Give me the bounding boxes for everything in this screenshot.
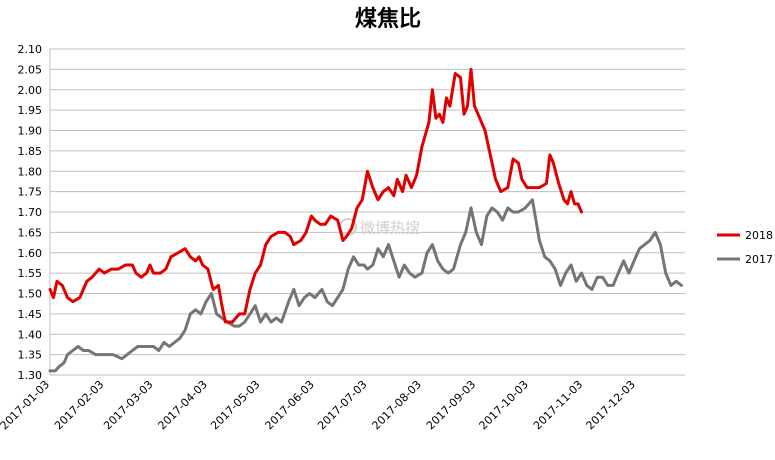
x-tick-label: 2017-04-03 bbox=[156, 378, 210, 432]
series-line-2017 bbox=[48, 198, 683, 373]
y-tick-label: 1.70 bbox=[18, 206, 43, 219]
legend: 2018 2017 bbox=[717, 229, 773, 266]
x-tick-label: 2017-11-03 bbox=[531, 378, 585, 432]
series-lines bbox=[48, 67, 683, 373]
x-tick-label: 2017-05-03 bbox=[208, 378, 262, 432]
x-tick-label: 2017-01-03 bbox=[0, 378, 52, 432]
y-tick-label: 1.75 bbox=[18, 186, 43, 199]
y-tick-label: 1.65 bbox=[18, 226, 43, 239]
gridlines bbox=[50, 48, 685, 376]
x-tick-label: 2017-10-03 bbox=[477, 378, 531, 432]
y-tick-label: 1.95 bbox=[18, 104, 43, 117]
y-tick-label: 1.35 bbox=[18, 349, 43, 362]
watermark-text: 微博热搜 bbox=[360, 219, 420, 237]
y-tick-label: 1.90 bbox=[18, 125, 43, 138]
x-tick-label: 2017-07-03 bbox=[315, 378, 369, 432]
legend-label-2017: 2017 bbox=[745, 253, 773, 266]
series-line-2018 bbox=[48, 67, 583, 324]
chart-title: 煤焦比 bbox=[355, 6, 421, 32]
y-tick-label: 1.60 bbox=[18, 247, 43, 260]
y-tick-label: 1.50 bbox=[18, 288, 43, 301]
y-tick-label: 1.80 bbox=[18, 165, 43, 178]
x-tick-label: 2017-09-03 bbox=[424, 378, 478, 432]
y-tick-label: 1.85 bbox=[18, 145, 43, 158]
x-tick-label: 2017-02-03 bbox=[52, 378, 106, 432]
x-tick-label: 2017-08-03 bbox=[370, 378, 424, 432]
y-tick-label: 1.40 bbox=[18, 328, 43, 341]
x-tick-label: 2017-03-03 bbox=[101, 378, 155, 432]
legend-label-2018: 2018 bbox=[745, 229, 773, 242]
y-tick-label: 1.30 bbox=[18, 369, 43, 382]
x-tick-label: 2017-12-03 bbox=[584, 378, 638, 432]
x-tick-label: 2017-06-03 bbox=[263, 378, 317, 432]
y-axis: 1.30 1.35 1.40 1.45 1.50 1.55 1.60 1.65 1.70 1.75… bbox=[18, 43, 51, 382]
y-tick-label: 2.05 bbox=[18, 63, 43, 76]
y-tick-label: 1.45 bbox=[18, 308, 43, 321]
y-tick-label: 1.55 bbox=[18, 267, 43, 280]
y-tick-label: 2.00 bbox=[18, 84, 43, 97]
y-tick-label: 2.10 bbox=[18, 43, 43, 56]
